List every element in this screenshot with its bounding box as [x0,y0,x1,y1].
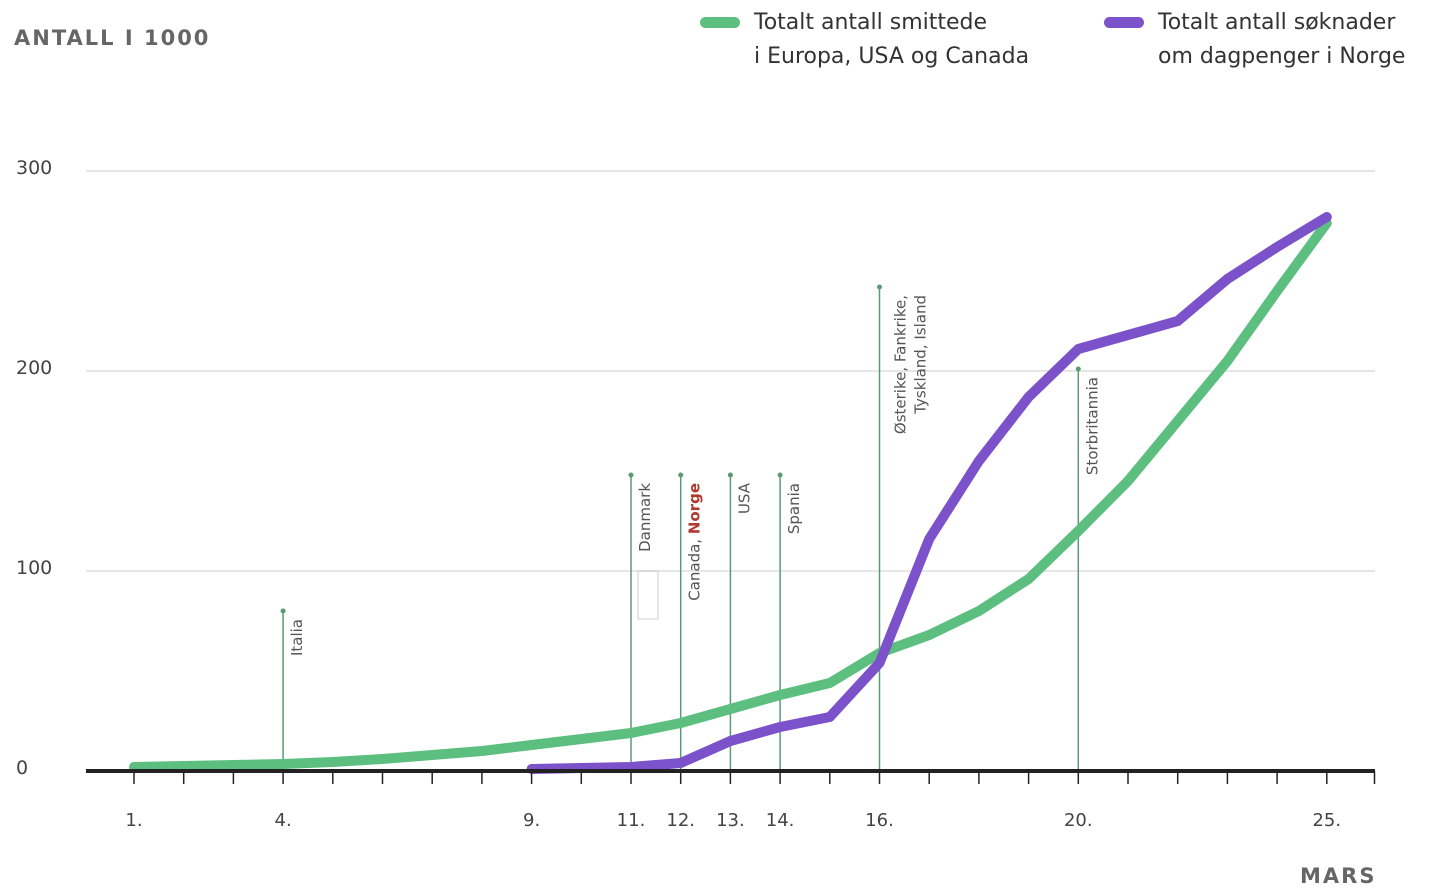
x-tick-label-4: 4. [275,810,292,831]
x-tick-label-1: 1. [125,810,142,831]
annotation-dot-2 [678,472,684,478]
annotation-label-4: Spania [785,483,803,534]
annotation-label-0: Italia [288,619,306,656]
annotation-dot-1 [628,472,634,478]
legend-green-line2: i Europa, USA og Canada [754,44,1030,69]
legend-item-applications: Totalt antall søknader om dagpenger i No… [1104,6,1405,74]
x-tick-label-12: 12. [666,810,695,831]
x-tick-label-25: 25. [1312,810,1341,831]
x-tick-label-16: 16. [865,810,894,831]
legend-purple-line2: om dagpenger i Norge [1158,44,1406,69]
legend-text-infected: Totalt antall smittede i Europa, USA og … [754,6,1029,74]
annotation-label-5: Østerike, Fankrike, [892,295,910,434]
annotation-label-2: Canada, Norge [686,483,704,601]
annotation-dot-6 [1075,366,1081,372]
series-line-0 [129,218,1332,772]
y-tick-label-200: 200 [16,357,52,379]
annotation-box-danmark [637,570,659,620]
y-tick-label-100: 100 [16,557,52,579]
x-axis-title: MARS [1300,864,1377,888]
annotation-dot-0 [280,608,286,614]
annotation-label-1: Danmark [636,483,654,552]
y-tick-label-0: 0 [16,757,28,779]
y-axis-title: ANTALL I 1000 [14,26,211,50]
annotation-dot-5 [877,284,882,290]
annotation-label-6: Storbritannia [1083,377,1101,475]
y-tick-label-300: 300 [16,157,52,179]
legend-item-infected: Totalt antall smittede i Europa, USA og … [700,6,1029,74]
legend-green-line1: Totalt antall smittede [754,10,988,35]
annotation-dot-4 [777,472,783,478]
annotation-label-5-line2: Tyskland, Island [912,295,930,415]
x-tick-label-11: 11. [617,810,646,831]
legend-swatch-purple [1104,17,1144,28]
legend-text-applications: Totalt antall søknader om dagpenger i No… [1158,6,1405,74]
x-tick-label-20: 20. [1064,810,1093,831]
annotation-label-3: USA [735,482,753,514]
x-tick-label-9: 9. [523,810,540,831]
legend-purple-line1: Totalt antall søknader [1158,10,1396,35]
x-tick-label-13: 13. [716,810,745,831]
x-tick-label-14: 14. [766,810,795,831]
annotation-dot-3 [727,472,733,478]
legend-swatch-green [700,17,740,28]
series-line-1 [526,212,1332,774]
